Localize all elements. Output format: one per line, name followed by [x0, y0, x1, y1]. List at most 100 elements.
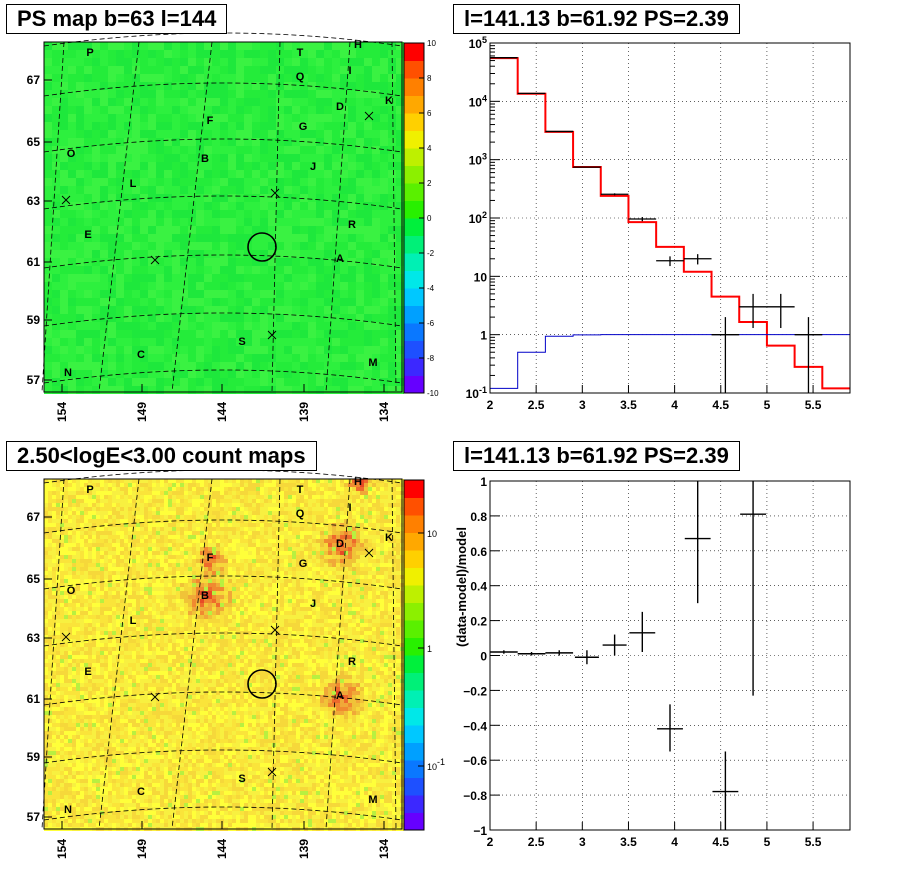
ps-map-panel: P T H Q I D K F G O B J L R E A S C N M 154 149 144 139 134 67 65 6…: [0, 0, 449, 437]
ps-map-source-label: N: [64, 367, 72, 379]
ps-map-ytick-label: 59: [27, 313, 41, 327]
ps-colorbar-segment: [404, 375, 424, 394]
spectrum-xtick-label: 2.5: [528, 398, 545, 412]
count-colorbar-tick-label: 1: [427, 644, 432, 654]
residual-ytick-label: −1: [473, 824, 487, 838]
ps-colorbar-segment: [404, 235, 424, 254]
count-colorbar-segment: [404, 760, 424, 778]
ps-map-cross-marker: [270, 188, 280, 198]
ps-colorbar-tick-label: 6: [427, 109, 432, 118]
ps-colorbar-tick-label: 4: [427, 144, 432, 153]
count-colorbar-segment: [404, 532, 424, 551]
count-colorbar-segment: [404, 567, 424, 586]
count-map-cells: [44, 479, 404, 831]
ps-map-source-label: A: [336, 253, 344, 265]
spectrum-plot: 2 2.5 3 3.5 4 4.5 5 5.5 10-1 1 10 102 103 104 105: [466, 35, 851, 412]
residual-xtick-label: 3.5: [620, 835, 637, 849]
residual-xtick-label: 2: [487, 835, 494, 849]
count-map-xtick-label: 149: [135, 839, 149, 859]
spectrum-background-line: [490, 334, 850, 389]
residual-xtick-label: 4.5: [712, 835, 729, 849]
count-map-panel: P T H Q I D K F G O B J L R E A S C N M 154 149 144 139 134 67 65 6…: [0, 437, 449, 875]
count-map-roi-circle: [247, 669, 277, 699]
count-map-source-label: C: [137, 786, 145, 798]
residual-ytick-label: 1: [480, 475, 487, 489]
ps-colorbar-segment: [404, 358, 424, 376]
count-map-ytick-label: 67: [27, 510, 41, 524]
ps-map-source-label: P: [86, 47, 93, 59]
ps-map-cross-marker: [364, 111, 374, 121]
count-map-cross-marker: [364, 548, 374, 558]
ps-map-source-label: B: [201, 153, 209, 165]
ps-map-lat-line: [43, 195, 403, 210]
residual-title: l=141.13 b=61.92 PS=2.39: [453, 441, 740, 471]
residual-ylabel: (data-model)/model: [454, 527, 469, 647]
count-colorbar-segment: [404, 707, 424, 726]
count-colorbar-segment: [404, 585, 424, 603]
count-colorbar-segment: [404, 742, 424, 761]
ps-colorbar-tick-label: 0: [427, 214, 432, 223]
count-map-source-label: Q: [296, 508, 305, 520]
count-map-source-label: I: [348, 502, 351, 514]
count-colorbar-segment: [404, 672, 424, 691]
ps-colorbar-segment: [404, 183, 424, 201]
count-map-cross-marker: [270, 625, 280, 635]
count-map-source-label: M: [368, 794, 377, 806]
ps-colorbar-tick-label: 8: [427, 74, 432, 83]
ps-map-source-label: J: [310, 161, 316, 173]
count-map-xtick-label: 144: [215, 839, 229, 859]
count-colorbar-segment: [404, 690, 424, 708]
ps-map-ytick-label: 65: [27, 135, 41, 149]
count-map-lon-line: [41, 478, 65, 830]
count-map-cross-marker: [150, 692, 160, 702]
count-colorbar-segment: [404, 725, 424, 743]
spectrum-ytick-label: 103: [469, 152, 487, 168]
count-map-source-label: L: [130, 615, 137, 627]
ps-map-source-label: R: [348, 219, 356, 231]
count-colorbar-tick-label: 10: [427, 529, 437, 539]
spectrum-ytick-label: 102: [469, 210, 487, 226]
ps-colorbar-segment: [404, 95, 424, 114]
count-colorbar-segment: [404, 655, 424, 673]
ps-colorbar-segment: [404, 288, 424, 306]
ps-map-frame: [43, 41, 403, 393]
ps-colorbar-tick-label: -6: [427, 319, 435, 328]
count-map-source-label: F: [207, 552, 214, 564]
spectrum-xtick-label: 3.5: [620, 398, 637, 412]
count-map-lon-line: [171, 478, 213, 830]
count-map-source-label: N: [64, 804, 72, 816]
count-colorbar-frame: [403, 479, 425, 831]
ps-colorbar-segment: [404, 200, 424, 219]
count-map-source-label: S: [238, 773, 245, 785]
count-map-xtick-label: 134: [377, 839, 391, 859]
count-map-source-label: R: [348, 656, 356, 668]
ps-map-ytick-label: 61: [27, 255, 41, 269]
ps-map-xtick-label: 154: [55, 402, 69, 422]
count-map-ytick-label: 61: [27, 692, 41, 706]
ps-colorbar-segment: [404, 78, 424, 96]
count-map-source-label: O: [67, 585, 76, 597]
spectrum-panel: 2 2.5 3 3.5 4 4.5 5 5.5 10-1 1 10 102 103 104 105 l=14…: [449, 0, 898, 437]
count-colorbar-segment: [404, 480, 424, 498]
spectrum-ytick-label: 1: [480, 329, 487, 343]
count-map-source-label: G: [299, 558, 308, 570]
ps-map-roi-circle: [247, 232, 277, 262]
count-map-cross-marker: [267, 767, 277, 777]
count-map-lon-line: [391, 478, 397, 830]
count-map-plot: P T H Q I D K F G O B J L R E A S C N M 154 149 144 139 134 67 65 6…: [27, 469, 445, 859]
residual-xtick-label: 2.5: [528, 835, 545, 849]
ps-map-source-label: G: [299, 121, 308, 133]
ps-map-xtick-label: 134: [377, 402, 391, 422]
count-map-ytick-label: 59: [27, 750, 41, 764]
ps-colorbar-segment: [404, 253, 424, 271]
count-colorbar-segment: [404, 550, 424, 568]
ps-colorbar-segment: [404, 270, 424, 289]
ps-map-plot: P T H Q I D K F G O B J L R E A S C N M 154 149 144 139 134 67 65 6…: [27, 32, 439, 422]
ps-map-xtick-label: 149: [135, 402, 149, 422]
ps-map-source-label: S: [238, 336, 245, 348]
count-map-source-label: J: [310, 598, 316, 610]
ps-map-lat-line: [43, 369, 403, 384]
count-map-lon-line: [325, 478, 351, 830]
residual-xtick-label: 4: [671, 835, 678, 849]
ps-map-ytick-label: 63: [27, 194, 41, 208]
